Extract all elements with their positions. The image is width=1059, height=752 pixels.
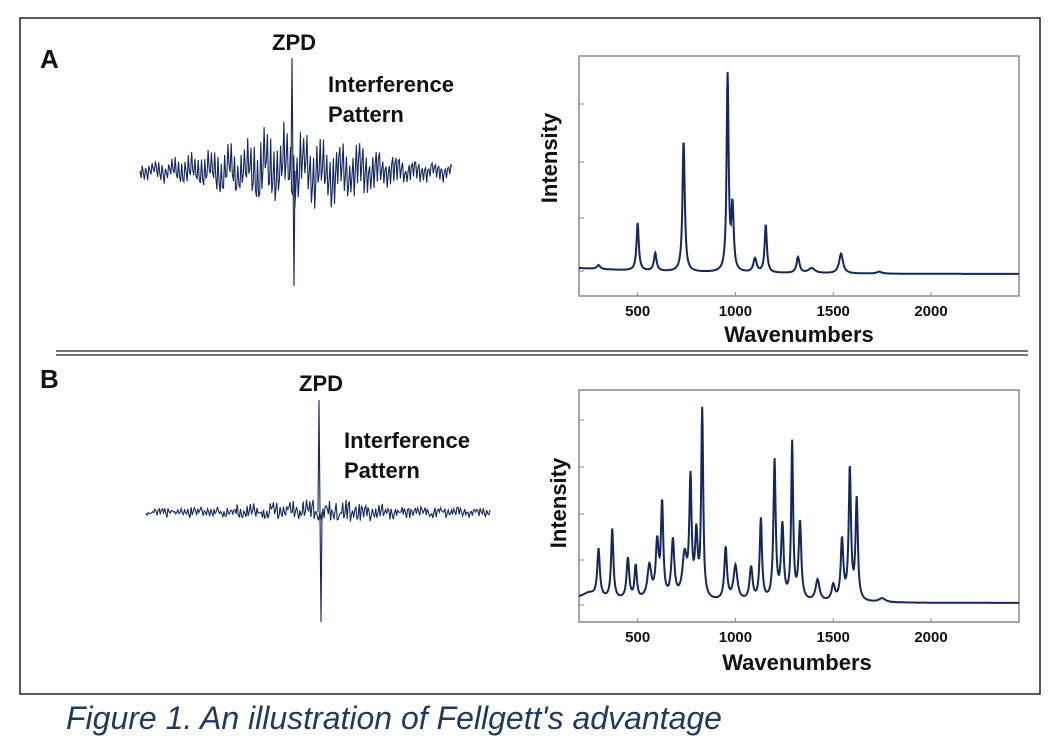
panel-a-x-axis-ticks: 500 1000 1500 2000 bbox=[625, 292, 948, 320]
panel-b-x-axis-ticks: 500 1000 1500 2000 bbox=[625, 618, 948, 646]
panel-b-x-tick-label: 500 bbox=[625, 629, 650, 646]
panel-a-interferogram-trace bbox=[139, 57, 453, 287]
panel-b-interference-label-line1: Interference bbox=[344, 428, 470, 453]
panel-b-zpd-label: ZPD bbox=[299, 371, 343, 396]
panel-b-x-tick-label: 1000 bbox=[719, 629, 752, 646]
panel-a-x-tick-label: 500 bbox=[625, 303, 650, 320]
panel-b-spectrum-frame bbox=[578, 389, 1020, 623]
panel-b-interference-label-line2: Pattern bbox=[344, 458, 420, 483]
panel-b-x-tick-label: 2000 bbox=[914, 629, 947, 646]
figure-border bbox=[19, 17, 1041, 695]
panel-b-y-axis-ticks bbox=[579, 419, 584, 606]
panel-b-x-axis-title: Wavenumbers bbox=[722, 650, 872, 675]
panel-a-spectrum-line bbox=[578, 71, 1019, 275]
panel-a-interference-label-line1: Interference bbox=[328, 72, 454, 97]
panel-a-x-tick-label: 2000 bbox=[914, 303, 947, 320]
panel-b-spectrum-line bbox=[578, 406, 1019, 604]
panel-a-zpd-label: ZPD bbox=[272, 30, 316, 55]
panel-a-x-tick-label: 1500 bbox=[817, 303, 850, 320]
panel-b-x-tick-label: 1500 bbox=[817, 629, 850, 646]
panel-a-y-axis-title: Intensity bbox=[537, 112, 562, 203]
figure-caption: Figure 1. An illustration of Fellgett's … bbox=[66, 700, 722, 736]
panel-b-interferogram-trace bbox=[145, 399, 491, 623]
panel-a-letter: A bbox=[40, 44, 59, 74]
panel-a-y-axis-ticks bbox=[579, 103, 584, 272]
panel-a-spectrum-frame bbox=[578, 55, 1020, 297]
panel-a-interference-label-line2: Pattern bbox=[328, 102, 404, 127]
figure: A ZPD Interference Pattern 500 1000 1500 20… bbox=[19, 17, 1041, 695]
panel-a: A ZPD Interference Pattern 500 1000 1500 20… bbox=[40, 30, 1020, 347]
panel-b-y-axis-title: Intensity bbox=[546, 457, 571, 548]
panel-a-x-axis-title: Wavenumbers bbox=[724, 322, 874, 347]
panel-a-x-tick-label: 1000 bbox=[719, 303, 752, 320]
panel-b: B ZPD Interference Pattern 500 1000 1500 20… bbox=[40, 364, 1020, 675]
panel-b-letter: B bbox=[40, 364, 59, 394]
